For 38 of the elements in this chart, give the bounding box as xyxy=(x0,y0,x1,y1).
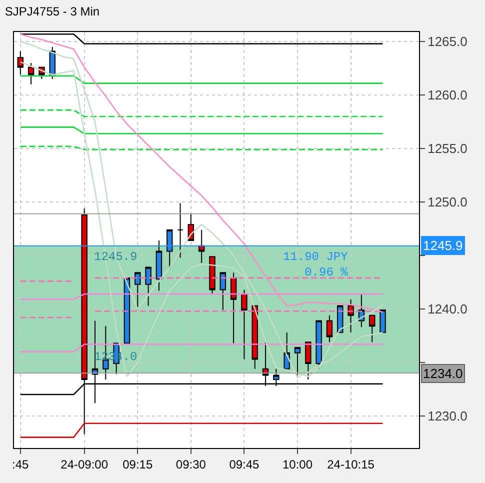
candlestick xyxy=(348,298,354,333)
candlestick xyxy=(166,229,173,269)
candlestick xyxy=(284,332,290,370)
y-tick-label: 1260.0 xyxy=(428,88,468,103)
y-tick-label: 1255.0 xyxy=(428,141,468,156)
x-tick-label: 24-09:00 xyxy=(60,457,108,472)
candlestick xyxy=(316,320,322,370)
x-tick-label: 09:15 xyxy=(122,457,153,472)
chart-title: SJPJ4755 - 3 Min xyxy=(4,4,100,19)
x-tick-label: 10:00 xyxy=(282,457,313,472)
candlestick xyxy=(177,202,184,258)
candlestick xyxy=(220,272,226,311)
annotation: 1245.9 xyxy=(94,250,138,264)
x-tick-label: 09:45 xyxy=(229,457,260,472)
candlestick xyxy=(326,314,333,343)
candlestick xyxy=(209,256,216,295)
candlestick xyxy=(156,240,162,292)
candlestick xyxy=(305,342,312,380)
candlestick xyxy=(17,50,24,76)
x-tick-label: :45 xyxy=(12,457,30,472)
candlestick xyxy=(198,229,205,264)
annotation: 11.90 JPY 0.96 % xyxy=(283,250,349,280)
candlestick xyxy=(368,314,376,343)
x-tick-label: 24-10:15 xyxy=(327,457,375,472)
ref-line-label: 1245.9 xyxy=(423,238,463,253)
candlestick xyxy=(230,272,237,344)
candlestick xyxy=(294,346,301,376)
y-tick-label: 1240.0 xyxy=(428,302,468,317)
candlestick xyxy=(28,62,34,85)
candlestick xyxy=(380,310,386,333)
y-tick-label: 1250.0 xyxy=(428,194,468,210)
ref-line-label: 1234.0 xyxy=(423,366,463,381)
candlestick xyxy=(241,289,248,360)
x-tick-label: 09:30 xyxy=(176,457,206,472)
y-tick-label: 1265.0 xyxy=(428,34,468,50)
candlestick xyxy=(145,266,152,306)
y-tick-label: 1230.0 xyxy=(428,408,468,424)
line-series xyxy=(20,33,384,313)
